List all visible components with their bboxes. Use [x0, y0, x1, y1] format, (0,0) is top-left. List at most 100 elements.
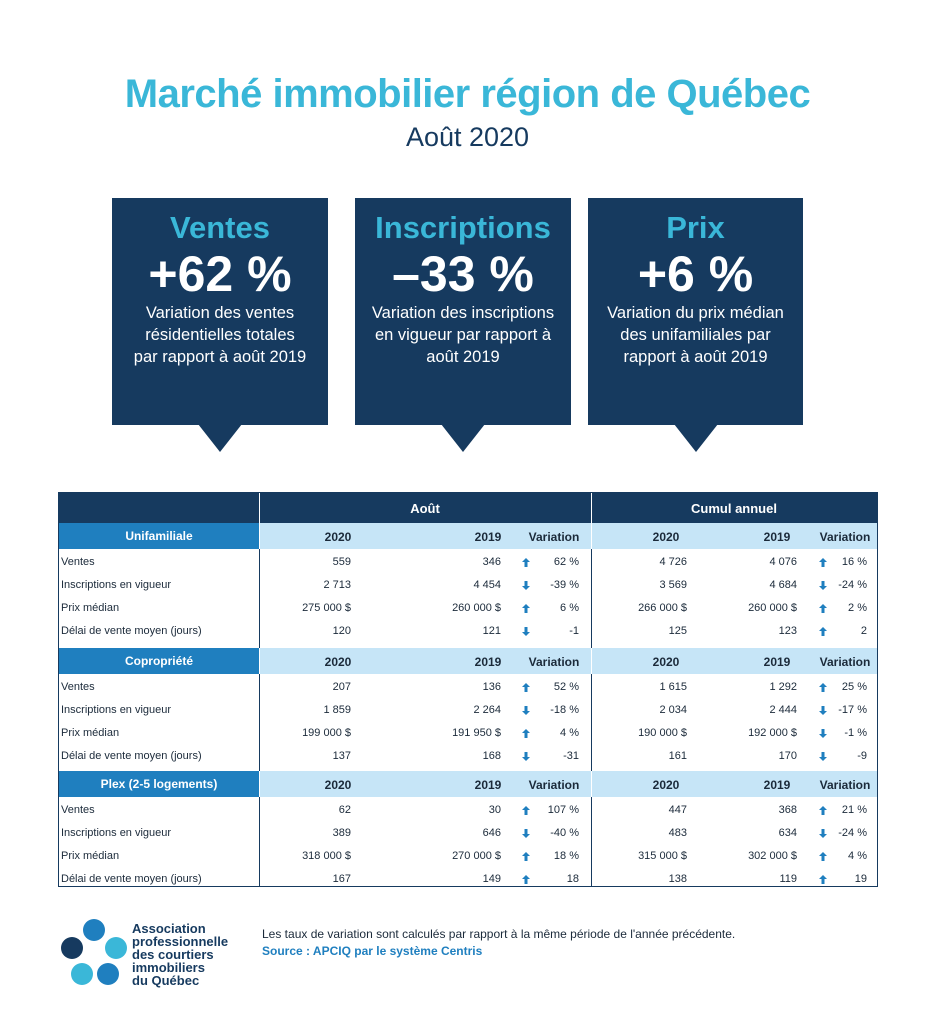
arrow-up	[819, 683, 827, 692]
variation: -40 %	[550, 827, 579, 839]
description-line: Variation des ventes	[145, 304, 295, 322]
highlight-box: Prix +6 % Variation du prix médian des unif…	[588, 198, 803, 452]
column-header: 2020	[324, 530, 352, 544]
variation: 18	[566, 873, 579, 885]
column-header: 2019	[474, 530, 502, 544]
value: 634	[778, 827, 797, 839]
value: 138	[668, 873, 687, 885]
row-label: Inscriptions en vigueur	[61, 827, 172, 839]
value: 2 713	[323, 579, 351, 591]
column-header: 2019	[763, 530, 791, 544]
value: 1 615	[659, 681, 687, 693]
arrow-up	[819, 806, 827, 815]
highlight-description: Variation du prix médian des unifamiliale…	[588, 302, 803, 368]
group-header: Cumul annuel	[691, 501, 777, 516]
arrow-up	[522, 604, 530, 613]
description-line: en vigueur par rapport à	[374, 326, 552, 344]
value: 346	[482, 556, 501, 568]
description-line: résidentielles totales	[145, 326, 295, 344]
divider	[259, 648, 260, 674]
column-header: 2020	[652, 530, 680, 544]
value: 260 000 $	[748, 602, 797, 614]
column-header: 2019	[763, 655, 791, 669]
variation: 25 %	[841, 681, 867, 693]
divider	[259, 771, 260, 797]
variation: -24 %	[838, 827, 867, 839]
highlight-box: Ventes +62 % Variation des ventes résidenti…	[112, 198, 328, 452]
value: 1 859	[323, 704, 351, 716]
arrow-up	[819, 852, 827, 861]
value: 447	[668, 804, 687, 816]
logo-text: Association professionnelle des courtiers i…	[132, 922, 228, 987]
arrow-down	[819, 706, 827, 715]
divider	[591, 523, 592, 886]
section-name: Copropriété	[59, 648, 259, 674]
value: 168	[482, 750, 501, 762]
arrow-down	[522, 829, 530, 838]
value: 125	[668, 625, 687, 637]
variation: -18 %	[550, 704, 579, 716]
variation: 2 %	[848, 602, 867, 614]
highlight-label: Inscriptions	[375, 210, 551, 245]
highlight-value: +62 %	[148, 246, 292, 302]
value: 270 000 $	[452, 850, 501, 862]
variation: 2	[860, 625, 867, 637]
variation: 4 %	[848, 850, 867, 862]
arrow-up	[819, 875, 827, 884]
section-name: Plex (2-5 logements)	[59, 771, 259, 797]
value: 260 000 $	[452, 602, 501, 614]
variation: -1 %	[844, 727, 867, 739]
variation: 107 %	[547, 804, 579, 816]
row-label: Ventes	[61, 804, 95, 816]
variation: -17 %	[838, 704, 867, 716]
arrow-up	[522, 806, 530, 815]
arrow-up	[819, 558, 827, 567]
variation: 18 %	[553, 850, 579, 862]
group-header: Août	[410, 501, 440, 516]
group-header-row	[59, 493, 877, 523]
value: 161	[668, 750, 687, 762]
arrow-up	[522, 558, 530, 567]
value: 137	[332, 750, 351, 762]
arrow-down	[522, 627, 530, 636]
variation: -39 %	[550, 579, 579, 591]
subtitle: Août 2020	[405, 122, 530, 152]
value: 199 000 $	[302, 727, 351, 739]
variation: -31	[563, 750, 579, 762]
value: 207	[332, 681, 351, 693]
value: 389	[332, 827, 351, 839]
arrow-up	[522, 852, 530, 861]
logo-line: du Québec	[132, 973, 200, 988]
arrow-up	[522, 875, 530, 884]
highlight-label: Prix	[666, 210, 725, 245]
value: 559	[332, 556, 351, 568]
column-header: 2019	[474, 655, 502, 669]
row-label: Inscriptions en vigueur	[61, 579, 172, 591]
value: 4 726	[659, 556, 687, 568]
value: 62	[338, 804, 351, 816]
value: 2 034	[659, 704, 687, 716]
value: 167	[332, 873, 351, 885]
arrow-down	[819, 829, 827, 838]
value: 318 000 $	[302, 850, 351, 862]
arrow-up	[522, 683, 530, 692]
value: 4 684	[769, 579, 797, 591]
source: Source : APCIQ par le système Centris	[262, 944, 483, 958]
description-line: Variation du prix médian	[607, 304, 784, 322]
highlight-label: Ventes	[170, 210, 270, 245]
pointer	[673, 424, 718, 452]
divider	[591, 523, 592, 549]
column-header: Variation	[528, 778, 580, 792]
value: 266 000 $	[638, 602, 687, 614]
row-label: Ventes	[61, 681, 95, 693]
highlight-description: Variation des ventes résidentielles total…	[112, 302, 328, 368]
variation: -1	[569, 625, 579, 637]
value: 3 569	[659, 579, 687, 591]
value: 170	[778, 750, 797, 762]
note: Les taux de variation sont calculés par …	[262, 927, 736, 941]
variation: 19	[854, 873, 867, 885]
highlight-value: +6 %	[637, 246, 754, 302]
column-header: 2020	[324, 778, 352, 792]
value: 2 264	[473, 704, 501, 716]
value: 483	[668, 827, 687, 839]
